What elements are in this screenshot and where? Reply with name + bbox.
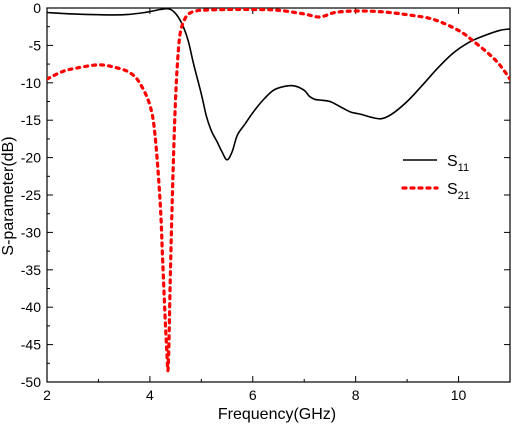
x-axis-title: Frequency(GHz) [218, 406, 336, 423]
y-tick-label: -50 [21, 374, 41, 390]
x-tick-label: 4 [146, 387, 154, 403]
x-tick-label: 8 [352, 387, 360, 403]
legend-label-sub: 21 [458, 190, 470, 202]
series-line-s21 [47, 8, 510, 373]
legend-label-sub: 11 [458, 162, 469, 174]
y-tick-label: -15 [21, 112, 41, 128]
y-tick-label: -30 [21, 224, 41, 240]
series-line-s11 [47, 8, 510, 161]
plot-area: 2 4 6 8 100-5-10-15-20-25-30-35-40-45-50S11S… [21, 0, 511, 403]
x-tick-label: 10 [451, 387, 467, 403]
y-tick-label: -40 [21, 299, 41, 315]
y-tick-label: -25 [21, 187, 41, 203]
legend-label-s21: S21 [447, 181, 470, 202]
y-axis-title: S-parameter(dB) [0, 136, 17, 255]
y-tick-label: -10 [21, 75, 41, 91]
x-tick-label: 2 [43, 387, 51, 403]
legend-label-main: S [447, 153, 458, 170]
y-tick-label: 0 [33, 0, 41, 16]
y-tick-label: -5 [29, 37, 42, 53]
legend-label-s11: S11 [447, 153, 469, 174]
legend-label-main: S [447, 181, 458, 198]
x-tick-label: 6 [249, 387, 257, 403]
y-tick-label: -20 [21, 150, 41, 166]
y-tick-label: -35 [21, 262, 41, 278]
y-tick-label: -45 [21, 337, 41, 353]
